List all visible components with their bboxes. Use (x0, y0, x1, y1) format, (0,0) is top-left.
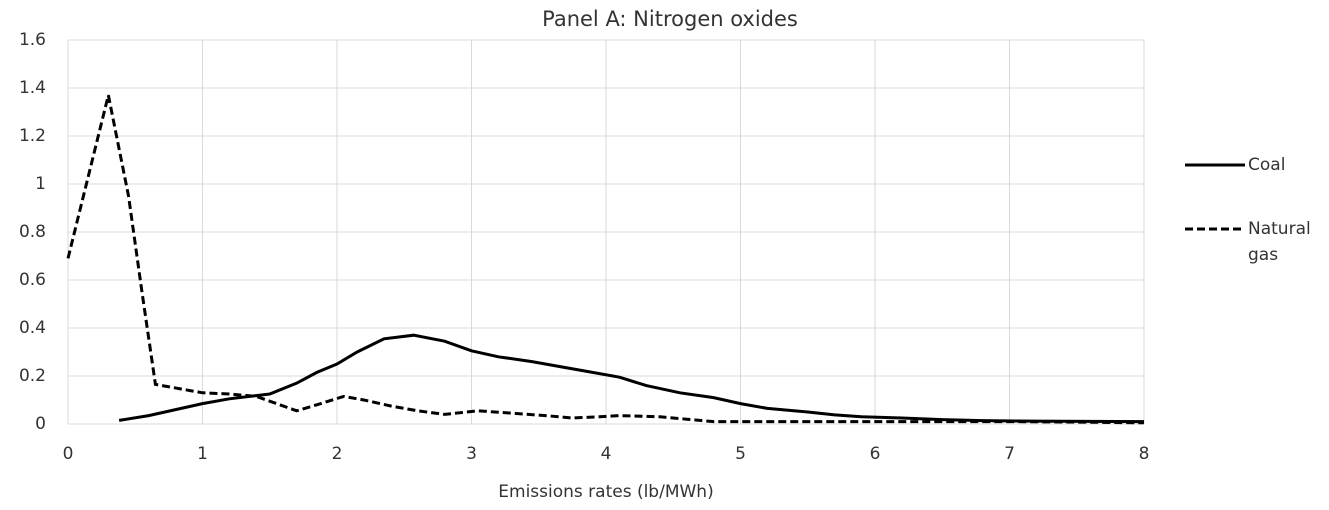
series-line (118, 333, 1145, 424)
y-tick-label: 1.4 (19, 78, 46, 98)
x-tick-label: 0 (63, 444, 74, 464)
y-tick-label: 1.6 (19, 30, 46, 50)
series-line (66, 94, 1145, 425)
legend-label: Natural gas (1248, 219, 1311, 265)
x-tick-label: 7 (1004, 444, 1015, 464)
y-tick-label: 0.2 (19, 366, 46, 386)
y-tick-label: 0.8 (19, 222, 46, 242)
x-tick-label: 8 (1139, 444, 1150, 464)
y-tick-label: 0 (35, 414, 46, 434)
y-tick-label: 1 (35, 174, 46, 194)
chart-title: Panel A: Nitrogen oxides (542, 7, 798, 31)
y-tick-label: 0.4 (19, 318, 46, 338)
x-tick-label: 1 (197, 444, 208, 464)
x-tick-label: 6 (870, 444, 881, 464)
y-tick-label: 0.6 (19, 270, 46, 290)
x-axis-label: Emissions rates (lb/MWh) (498, 482, 713, 502)
x-tick-label: 3 (466, 444, 477, 464)
legend-label: Coal (1248, 155, 1286, 175)
y-tick-label: 1.2 (19, 126, 46, 146)
x-tick-label: 2 (332, 444, 343, 464)
x-tick-label: 4 (601, 444, 612, 464)
x-tick-label: 5 (735, 444, 746, 464)
